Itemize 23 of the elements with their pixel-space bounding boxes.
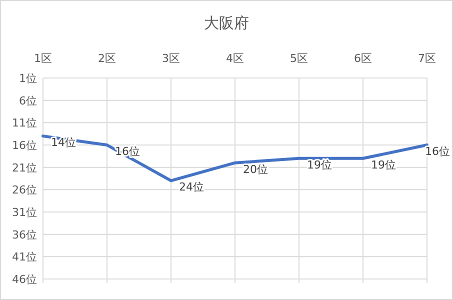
y-tick-label: 16位	[12, 139, 37, 152]
y-tick-label: 1位	[19, 72, 37, 85]
chart-title: 大阪府	[204, 14, 249, 32]
data-label: 16位	[425, 145, 450, 158]
y-tick-label: 26位	[12, 184, 37, 197]
y-tick-label: 31位	[12, 206, 37, 219]
y-tick-label: 21位	[12, 161, 37, 174]
data-label: 24位	[179, 180, 204, 194]
data-label: 19位	[371, 158, 396, 172]
data-label: 20位	[243, 162, 268, 176]
x-tick-label: 4区	[226, 52, 244, 65]
x-tick-label: 3区	[162, 52, 180, 65]
x-tick-label: 5区	[290, 52, 308, 65]
y-tick-label: 41位	[12, 250, 37, 264]
x-tick-label: 2区	[98, 52, 116, 65]
y-tick-label: 6位	[19, 94, 37, 108]
y-tick-label: 36位	[12, 228, 37, 242]
x-tick-label: 6区	[354, 52, 372, 65]
y-tick-label: 11位	[12, 116, 37, 130]
y-tick-label: 46位	[12, 273, 37, 286]
data-label: 19位	[307, 158, 332, 172]
x-tick-label: 1区	[34, 52, 52, 65]
x-tick-label: 7区	[418, 52, 436, 65]
